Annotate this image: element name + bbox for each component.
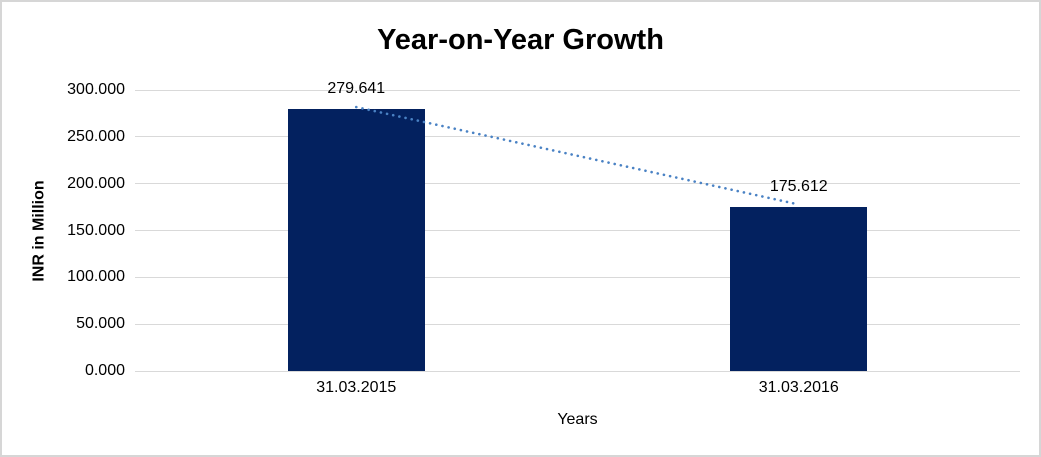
plot-area: 0.000 50.000 100.000 150.000 200.000 250.000 3… [67,80,1020,396]
y-tick-label: 50.000 [76,315,125,333]
gridline [135,183,1020,185]
x-category-label: 31.03.2015 [316,379,397,396]
y-tick-label: 200.000 [67,174,125,192]
y-tick-label: 100.000 [67,268,125,286]
bar-31.03.2015 [287,109,425,371]
trendline [354,105,801,206]
y-tick-label: 250.000 [67,127,125,145]
gridline [135,370,1020,372]
gridline [135,230,1020,231]
gridline [135,89,1020,91]
gridline [135,323,1020,325]
data-label: 279.641 [327,80,386,98]
x-category-label: 31.03.2016 [758,379,839,396]
bar-31.03.2016 [730,206,868,371]
chart-title: Year-on-Year Growth [377,24,664,56]
data-label: 175.612 [769,177,828,195]
gridline [135,276,1020,278]
y-tick-label: 150.000 [67,221,125,239]
x-axis-title: Years [557,411,598,428]
y-tick-label: 0.000 [84,362,125,379]
y-tick-label: 300.000 [67,81,125,98]
gridline [135,136,1020,138]
